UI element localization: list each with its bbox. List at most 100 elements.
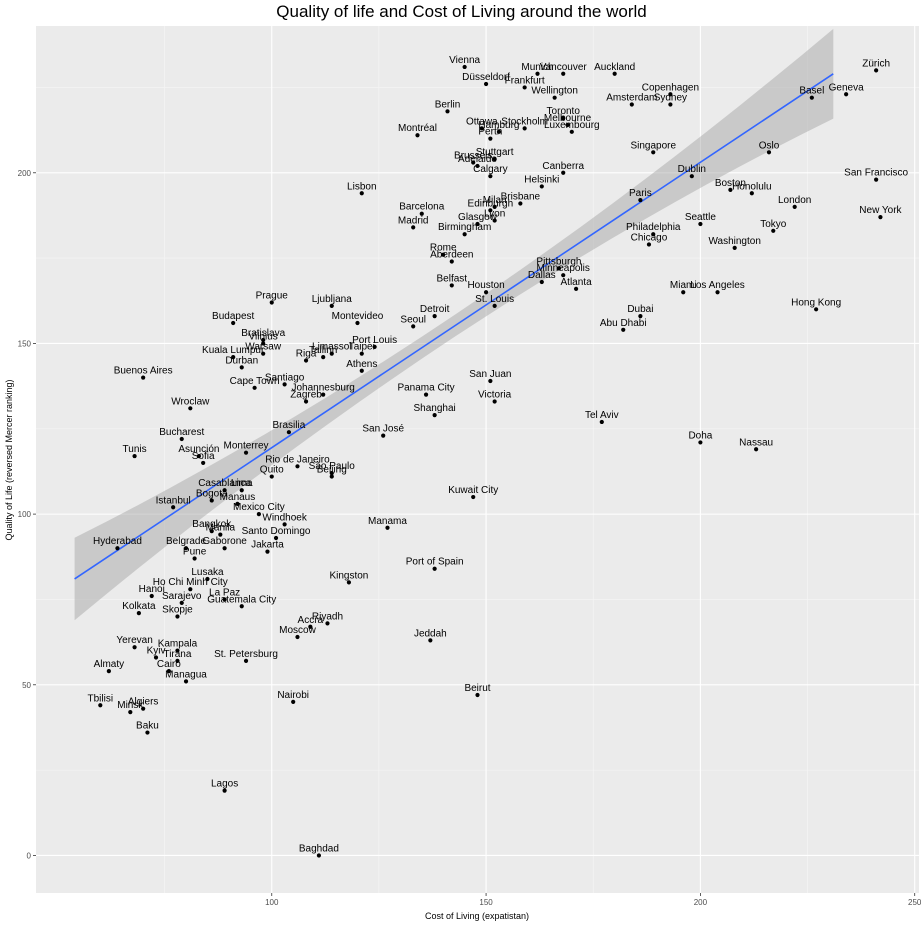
point-label: Canberra (542, 161, 584, 172)
point-marker (488, 378, 493, 384)
y-tick-label: 0 (27, 851, 32, 860)
data-point: Pune (183, 546, 207, 561)
point-marker (415, 133, 420, 138)
point-marker (188, 587, 193, 592)
point-marker (222, 546, 227, 551)
point-label: Barcelona (399, 202, 444, 213)
point-label: Minsk (117, 700, 144, 711)
point-marker (539, 279, 544, 285)
point-marker (488, 136, 493, 141)
point-label: Tel Aviv (585, 410, 619, 421)
point-label: Lagos (211, 779, 238, 790)
data-point: Washington (708, 236, 761, 250)
point-marker (874, 68, 879, 73)
data-point: Barcelona (399, 202, 445, 216)
data-point: Stuttgart (476, 147, 514, 162)
y-tick-label: 100 (18, 510, 32, 519)
data-point: Vilnius (249, 331, 278, 346)
point-label: Montevideo (332, 311, 384, 322)
point-label: Brisbane (501, 191, 541, 202)
point-label: Budapest (212, 311, 254, 322)
data-point: Los Angeles (690, 280, 745, 295)
data-point: Rio de Janeiro (265, 454, 330, 469)
point-label: Ho Chi Minh City (153, 577, 228, 588)
point-label: Calgary (473, 164, 507, 175)
point-label: Wellington (531, 86, 578, 97)
data-point: Managua (165, 669, 207, 684)
point-label: Algiers (128, 697, 159, 708)
point-marker (411, 324, 416, 329)
point-label: São Paulo (309, 461, 356, 472)
data-point: Taipei (349, 342, 375, 356)
data-point: Athens (346, 359, 377, 373)
point-label: London (778, 195, 811, 206)
point-label: Tirana (163, 649, 191, 660)
point-label: San Francisco (844, 168, 908, 179)
point-marker (492, 399, 497, 404)
data-point: Kuwait City (448, 485, 498, 500)
point-label: Nassau (739, 437, 773, 448)
point-marker (522, 85, 527, 90)
point-marker (179, 600, 184, 605)
x-tick-label: 200 (694, 898, 708, 907)
gridlines (36, 26, 919, 893)
data-point: Düsseldorf (462, 72, 510, 87)
point-label: Vienna (449, 55, 480, 66)
data-point: Lusaka (191, 567, 224, 582)
point-marker (621, 327, 626, 332)
point-marker (132, 453, 137, 459)
point-label: Buenos Aires (114, 366, 173, 377)
point-label: Manila (206, 523, 236, 534)
point-marker (728, 187, 733, 192)
point-label: Kuwait City (448, 485, 498, 496)
point-marker (231, 354, 236, 360)
point-label: Edinburgh (468, 198, 514, 209)
data-point: Madrid (398, 215, 428, 230)
point-label: Stuttgart (476, 147, 514, 158)
data-point: Dublin (678, 164, 706, 179)
point-marker (492, 204, 497, 210)
point-label: Montréal (398, 123, 437, 134)
point-label: Riyadh (312, 611, 343, 622)
point-label: Copenhagen (642, 82, 699, 93)
point-label: Kuala Lumpur (202, 345, 265, 356)
point-label: Glasgow (458, 212, 498, 223)
data-point: Victoria (478, 389, 512, 404)
point-marker (98, 703, 103, 708)
data-point: Boston (715, 178, 746, 192)
point-label: Rome (430, 243, 457, 254)
point-marker (681, 290, 686, 295)
point-label: Luxembourg (544, 120, 600, 131)
point-marker (492, 303, 497, 308)
point-label: Perth (478, 127, 502, 138)
point-marker (844, 92, 849, 97)
data-point: Prague (256, 290, 288, 305)
point-marker (239, 488, 244, 493)
point-marker (175, 614, 180, 619)
point-marker (878, 215, 883, 220)
data-point: Baghdad (299, 843, 339, 858)
data-point: Riyadh (312, 611, 343, 626)
point-label: Boston (715, 178, 746, 189)
data-point: Birmingham (438, 222, 491, 237)
point-marker (385, 525, 390, 530)
data-point: Accra (298, 615, 324, 629)
point-marker (316, 853, 322, 858)
point-marker (419, 211, 424, 216)
point-label: Abu Dhabi (600, 318, 647, 329)
point-label: Doha (688, 430, 712, 441)
point-marker (561, 71, 566, 76)
data-point: San Juan (469, 369, 511, 384)
point-marker (629, 102, 634, 107)
data-point: Beirut (464, 683, 491, 698)
point-marker (222, 488, 227, 493)
point-marker (346, 580, 352, 585)
point-label: Toronto (547, 106, 581, 117)
point-label: Panama City (397, 383, 454, 394)
point-label: Düsseldorf (462, 72, 510, 83)
data-point: Sydney (654, 93, 687, 107)
point-label: Hyderabad (93, 536, 142, 547)
point-marker (462, 64, 467, 70)
point-label: Belfast (436, 273, 467, 284)
